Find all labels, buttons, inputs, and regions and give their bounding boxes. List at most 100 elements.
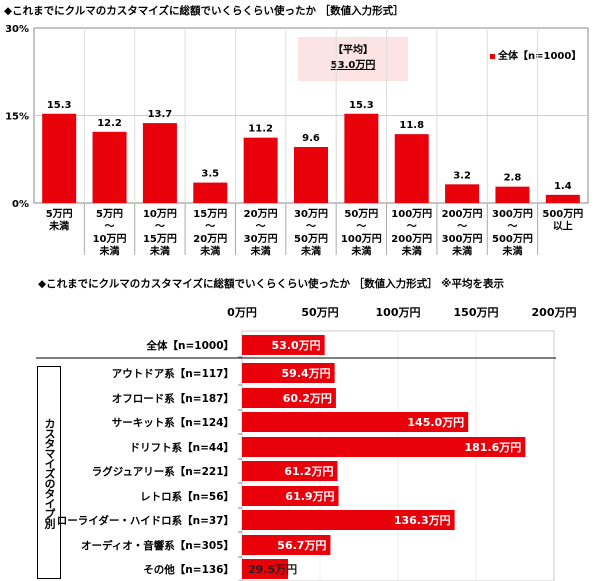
average-value: 53.0万円: [330, 60, 376, 71]
bar: [242, 437, 526, 457]
x-tick-label: ～: [407, 222, 417, 233]
x-tick-label: 100万円: [341, 233, 382, 245]
bar: [242, 486, 339, 506]
x-tick-label: 未満: [99, 245, 120, 258]
chart1-legend: 全体【n=1000】: [490, 47, 581, 62]
data-label: 61.2万円: [284, 465, 333, 478]
data-label: 53.0万円: [272, 339, 321, 352]
chart1-title: ◆これまでにクルマのカスタマイズに総額でいくらくらい使ったか ［数値入力形式］: [4, 5, 404, 17]
x-tick-label: 30万円: [294, 208, 328, 220]
x-tick-label: ～: [306, 222, 316, 233]
bar: [92, 131, 127, 203]
data-label: 2.8: [504, 173, 522, 184]
data-label: 29.5万円: [248, 563, 297, 576]
data-label: 59.4万円: [282, 367, 331, 380]
bar: [394, 134, 429, 203]
bar: [242, 363, 335, 383]
bar: [242, 335, 325, 355]
x-tick-label: 50万円: [344, 208, 378, 220]
data-label: 15.3: [349, 100, 374, 111]
bar: [242, 388, 336, 408]
data-label: 13.7: [148, 109, 173, 120]
x-tick-label: 150万円: [454, 306, 499, 319]
x-tick-label: 10万円: [143, 208, 177, 220]
bar: [242, 461, 338, 481]
x-tick-label: 未満: [501, 245, 522, 258]
x-tick-label: 10万円: [93, 233, 127, 245]
x-tick-label: 20万円: [193, 233, 227, 245]
category-label: ドリフト系【n=44】: [130, 441, 234, 454]
bar: [294, 147, 328, 203]
category-label: オーディオ・音響系【n=305】: [81, 539, 234, 552]
category-label: オフロード系【n=187】: [112, 392, 234, 405]
x-tick-label: 未満: [401, 245, 422, 258]
data-label: 3.2: [453, 170, 471, 181]
bar: [495, 186, 530, 203]
legend-label: 全体【n=1000】: [498, 51, 582, 62]
bar: [545, 194, 580, 203]
data-label: 56.7万円: [277, 539, 326, 552]
x-tick-label: 未満: [451, 245, 472, 258]
data-label: 9.6: [302, 133, 320, 144]
bar: [193, 182, 228, 203]
x-tick-label: 500万円: [542, 208, 583, 220]
average-annotation: 【平均】 53.0万円: [298, 37, 408, 81]
x-tick-label: ～: [457, 222, 467, 233]
category-label: レトロ系【n=56】: [140, 490, 234, 503]
data-label: 11.8: [399, 120, 424, 131]
x-tick-label: 500万円: [492, 233, 533, 245]
data-label: 11.2: [248, 124, 273, 135]
x-tick-label: 5万円: [46, 208, 73, 220]
x-tick-label: 300万円: [492, 208, 533, 220]
data-label: 136.3万円: [394, 514, 451, 527]
bar: [243, 137, 278, 203]
bar: [242, 535, 331, 555]
y-tick-label: 15%: [5, 112, 29, 123]
category-label: 全体【n=1000】: [146, 339, 235, 352]
category-label: その他【n=136】: [143, 563, 234, 576]
x-tick-label: 15万円: [143, 233, 177, 245]
data-label: 60.2万円: [283, 392, 332, 405]
bar: [445, 184, 480, 203]
bar: [142, 123, 177, 203]
x-tick-label: 5万円: [96, 208, 123, 220]
y-tick-label: 0%: [12, 199, 29, 210]
data-label: 1.4: [554, 181, 572, 192]
x-tick-label: 50万円: [294, 233, 328, 245]
x-tick-label: 200万円: [442, 208, 483, 220]
category-label: サーキット系【n=124】: [112, 416, 234, 429]
x-tick-label: 200万円: [391, 233, 432, 245]
bar: [242, 412, 469, 432]
x-tick-label: 30万円: [244, 233, 278, 245]
x-tick-label: 15万円: [193, 208, 227, 220]
y-tick-label: 30%: [5, 24, 29, 35]
x-tick-label: 0万円: [227, 306, 257, 319]
data-label: 61.9万円: [285, 490, 334, 503]
data-label: 181.6万円: [464, 441, 521, 454]
data-label: 145.0万円: [407, 416, 464, 429]
x-tick-label: ～: [256, 222, 266, 233]
category-label: ラグジュアリー系【n=221】: [92, 465, 234, 478]
x-tick-label: 未満: [300, 245, 321, 258]
chart2-title: ◆これまでにクルマのカスタマイズに総額でいくらくらい使ったか ［数値入力形式］ …: [38, 278, 504, 290]
x-tick-label: 未満: [149, 245, 170, 258]
x-tick-label: ～: [356, 222, 366, 233]
data-label: 15.3: [47, 100, 72, 111]
x-tick-label: 50万円: [301, 306, 338, 319]
x-tick-label: 未満: [48, 220, 69, 233]
data-label: 3.5: [201, 169, 219, 180]
x-tick-label: 20万円: [244, 208, 278, 220]
x-tick-label: 未満: [199, 245, 220, 258]
x-tick-label: ～: [507, 222, 517, 233]
legend-swatch: [490, 53, 495, 59]
category-label: アウトドア系【n=117】: [112, 367, 234, 380]
bar: [242, 559, 289, 579]
x-tick-label: 100万円: [391, 208, 432, 220]
x-tick-label: ～: [105, 222, 115, 233]
bar: [42, 113, 77, 203]
category-label: ローライダー・ハイドロ系【n=37】: [57, 514, 234, 527]
x-tick-label: 200万円: [532, 306, 577, 319]
average-label: 【平均】: [333, 45, 373, 56]
x-tick-label: 100万円: [376, 306, 421, 319]
